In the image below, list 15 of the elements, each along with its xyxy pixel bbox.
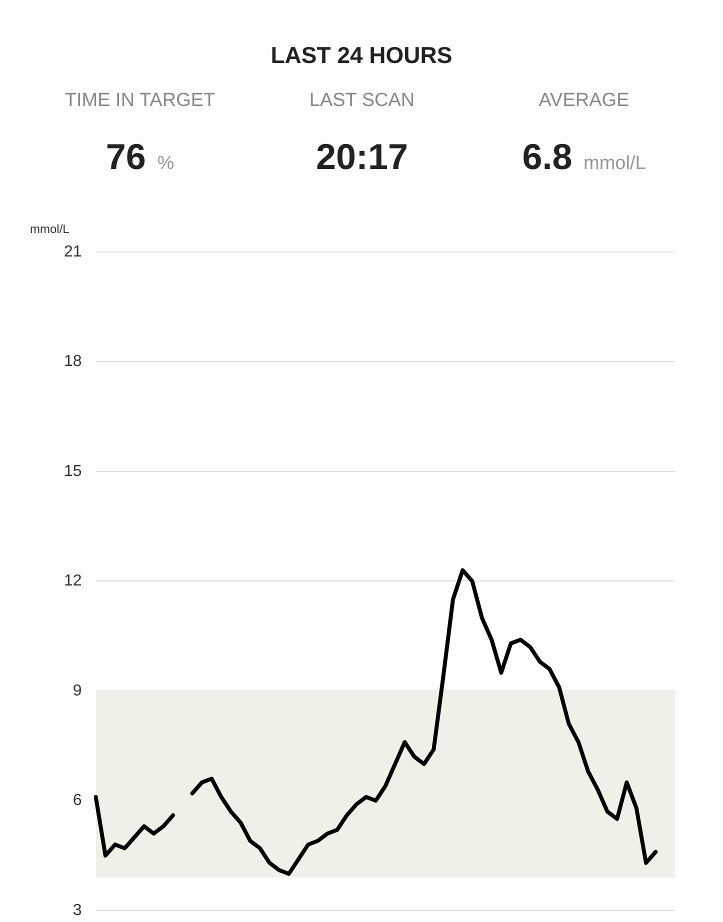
y-tick-label: 3 xyxy=(72,902,82,919)
text: 6.8 mmol/L xyxy=(522,136,646,177)
text: LAST SCAN xyxy=(308,90,416,112)
y-tick-label: 21 xyxy=(64,243,82,260)
text: TIME IN TARGET xyxy=(64,90,216,112)
text: 76 % xyxy=(106,136,174,177)
chart-title: LAST 24 HOURS xyxy=(270,42,454,69)
text: AVERAGE xyxy=(538,90,630,112)
y-axis-title: mmol/L xyxy=(30,222,70,236)
y-tick-label: 6 xyxy=(72,792,82,810)
text: 20:17 xyxy=(316,136,408,177)
y-tick-label: 15 xyxy=(64,462,82,480)
y-tick-label: 18 xyxy=(64,353,82,370)
y-tick-label: 9 xyxy=(72,682,82,700)
y-tick-label: 12 xyxy=(64,572,82,590)
